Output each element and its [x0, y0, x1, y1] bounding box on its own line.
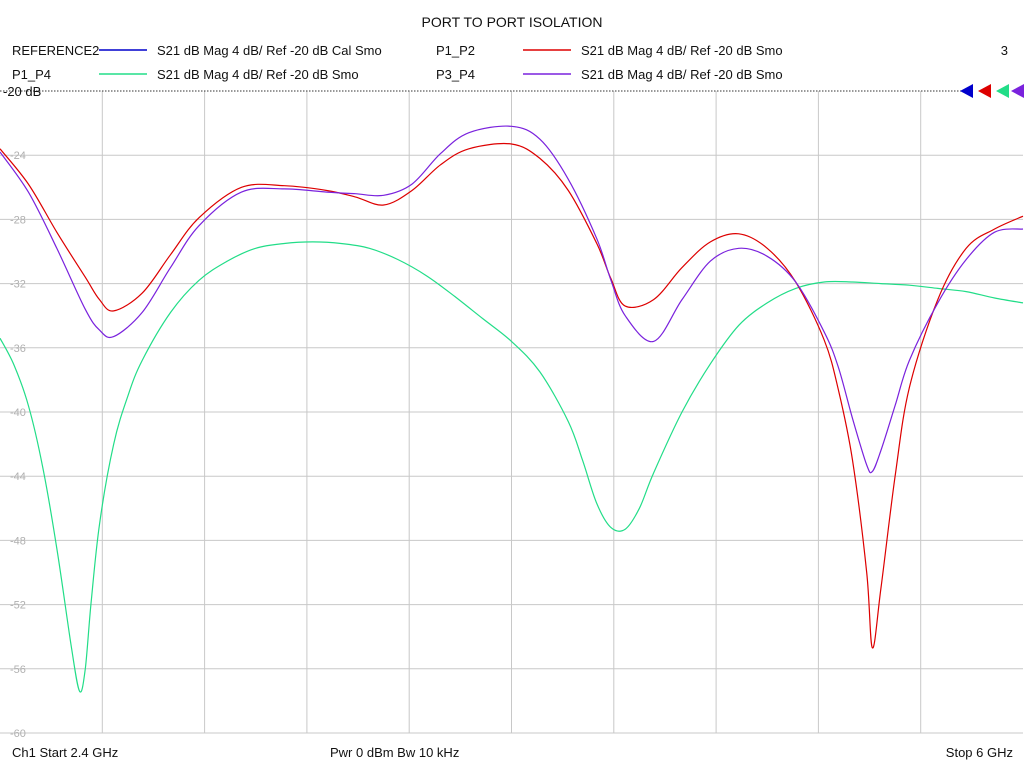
y-tick-label: -36 [10, 343, 26, 355]
legend-name: P1_P4 [12, 67, 51, 82]
reference-marker-icon [978, 84, 991, 98]
y-tick-label: -52 [10, 600, 26, 612]
y-tick-label: -28 [10, 214, 26, 226]
reference-marker-icon [960, 84, 973, 98]
footer-start: Ch1 Start 2.4 GHz [12, 745, 118, 760]
y-axis-ticks: -24 -28 -32 -36 -40 -44 -48 -52 -56 -60 [10, 150, 26, 740]
series-line-p3-p4 [0, 125, 1024, 474]
legend-description: S21 dB Mag 4 dB/ Ref -20 dB Smo [157, 67, 359, 82]
reference-marker-icon [1011, 84, 1024, 98]
y-tick-label: -60 [10, 728, 26, 740]
channel-number: 3 [1001, 43, 1008, 58]
legend-description: S21 dB Mag 4 dB/ Ref -20 dB Smo [581, 67, 783, 82]
legend-name: P1_P2 [436, 43, 475, 58]
y-tick-label: -48 [10, 535, 26, 547]
legend-description: S21 dB Mag 4 dB/ Ref -20 dB Cal Smo [157, 43, 382, 58]
chart-title: PORT TO PORT ISOLATION [421, 14, 602, 30]
reference-markers [960, 84, 1024, 98]
y-tick-label: -32 [10, 279, 26, 291]
y-tick-label: -44 [10, 471, 26, 483]
reference-marker-icon [996, 84, 1009, 98]
footer-stop: Stop 6 GHz [946, 745, 1013, 760]
y-tick-label: -40 [10, 407, 26, 419]
legend: REFERENCE2 S21 dB Mag 4 dB/ Ref -20 dB Ca… [12, 43, 783, 82]
legend-name: REFERENCE2 [12, 43, 99, 58]
legend-name: P3_P4 [436, 67, 475, 82]
series-lines [0, 125, 1024, 693]
reference-label: -20 dB [3, 84, 41, 99]
y-tick-label: -24 [10, 150, 26, 162]
grid [0, 91, 1023, 734]
legend-description: S21 dB Mag 4 dB/ Ref -20 dB Smo [581, 43, 783, 58]
y-tick-label: -56 [10, 664, 26, 676]
footer-power-bandwidth: Pwr 0 dBm Bw 10 kHz [330, 745, 459, 760]
